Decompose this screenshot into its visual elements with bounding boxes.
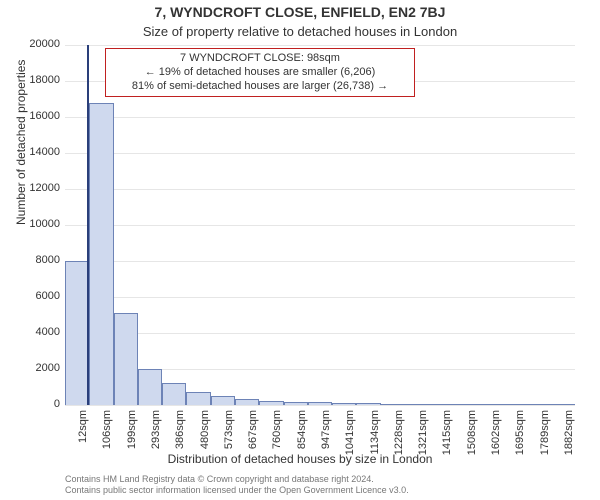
footer-attribution: Contains HM Land Registry data © Crown c… [65,474,409,496]
footer-line: Contains HM Land Registry data © Crown c… [65,474,409,485]
gridline [65,45,575,46]
gridline [65,333,575,334]
histogram-bar [454,404,478,405]
histogram-bar [235,399,259,405]
y-tick-label: 20000 [5,38,60,50]
histogram-bar [162,383,186,405]
histogram-bar [526,404,550,405]
histogram-bar [65,261,89,405]
histogram-bar [186,392,210,405]
histogram-bar [478,404,502,405]
histogram-bar [211,396,235,405]
histogram-bar [332,403,356,405]
histogram-bar [429,404,453,405]
annotation-line: 7 WYNDCROFT CLOSE: 98sqm [112,52,408,66]
histogram-bar [138,369,162,405]
y-tick-label: 8000 [5,254,60,266]
histogram-bar [89,103,113,405]
y-tick-label: 6000 [5,290,60,302]
histogram-bar [502,404,526,405]
histogram-bar [551,404,575,405]
gridline [65,153,575,154]
histogram-bar [405,404,429,405]
y-tick-label: 0 [5,398,60,410]
y-tick-label: 2000 [5,362,60,374]
gridline [65,261,575,262]
gridline [65,297,575,298]
histogram-bar [259,401,283,406]
annotation-box: 7 WYNDCROFT CLOSE: 98sqm← 19% of detache… [105,48,415,97]
y-tick-label: 4000 [5,326,60,338]
gridline [65,117,575,118]
gridline [65,225,575,226]
histogram-bar [114,313,138,405]
y-axis-title: Number of detached properties [14,60,28,225]
annotation-line: 81% of semi-detached houses are larger (… [112,80,408,94]
plot-area: 0200040006000800010000120001400016000180… [65,45,575,406]
histogram-bar [284,402,308,405]
histogram-bar [356,403,380,405]
chart-container: 7, WYNDCROFT CLOSE, ENFIELD, EN2 7BJ Siz… [0,0,600,500]
highlight-marker [87,45,90,405]
histogram-bar [381,404,405,405]
x-axis-title: Distribution of detached houses by size … [0,452,600,466]
annotation-line: ← 19% of detached houses are smaller (6,… [112,66,408,80]
histogram-bar [308,402,332,405]
gridline [65,405,575,406]
chart-title-sub: Size of property relative to detached ho… [0,24,600,39]
footer-line: Contains public sector information licen… [65,485,409,496]
gridline [65,189,575,190]
chart-title-main: 7, WYNDCROFT CLOSE, ENFIELD, EN2 7BJ [0,4,600,20]
